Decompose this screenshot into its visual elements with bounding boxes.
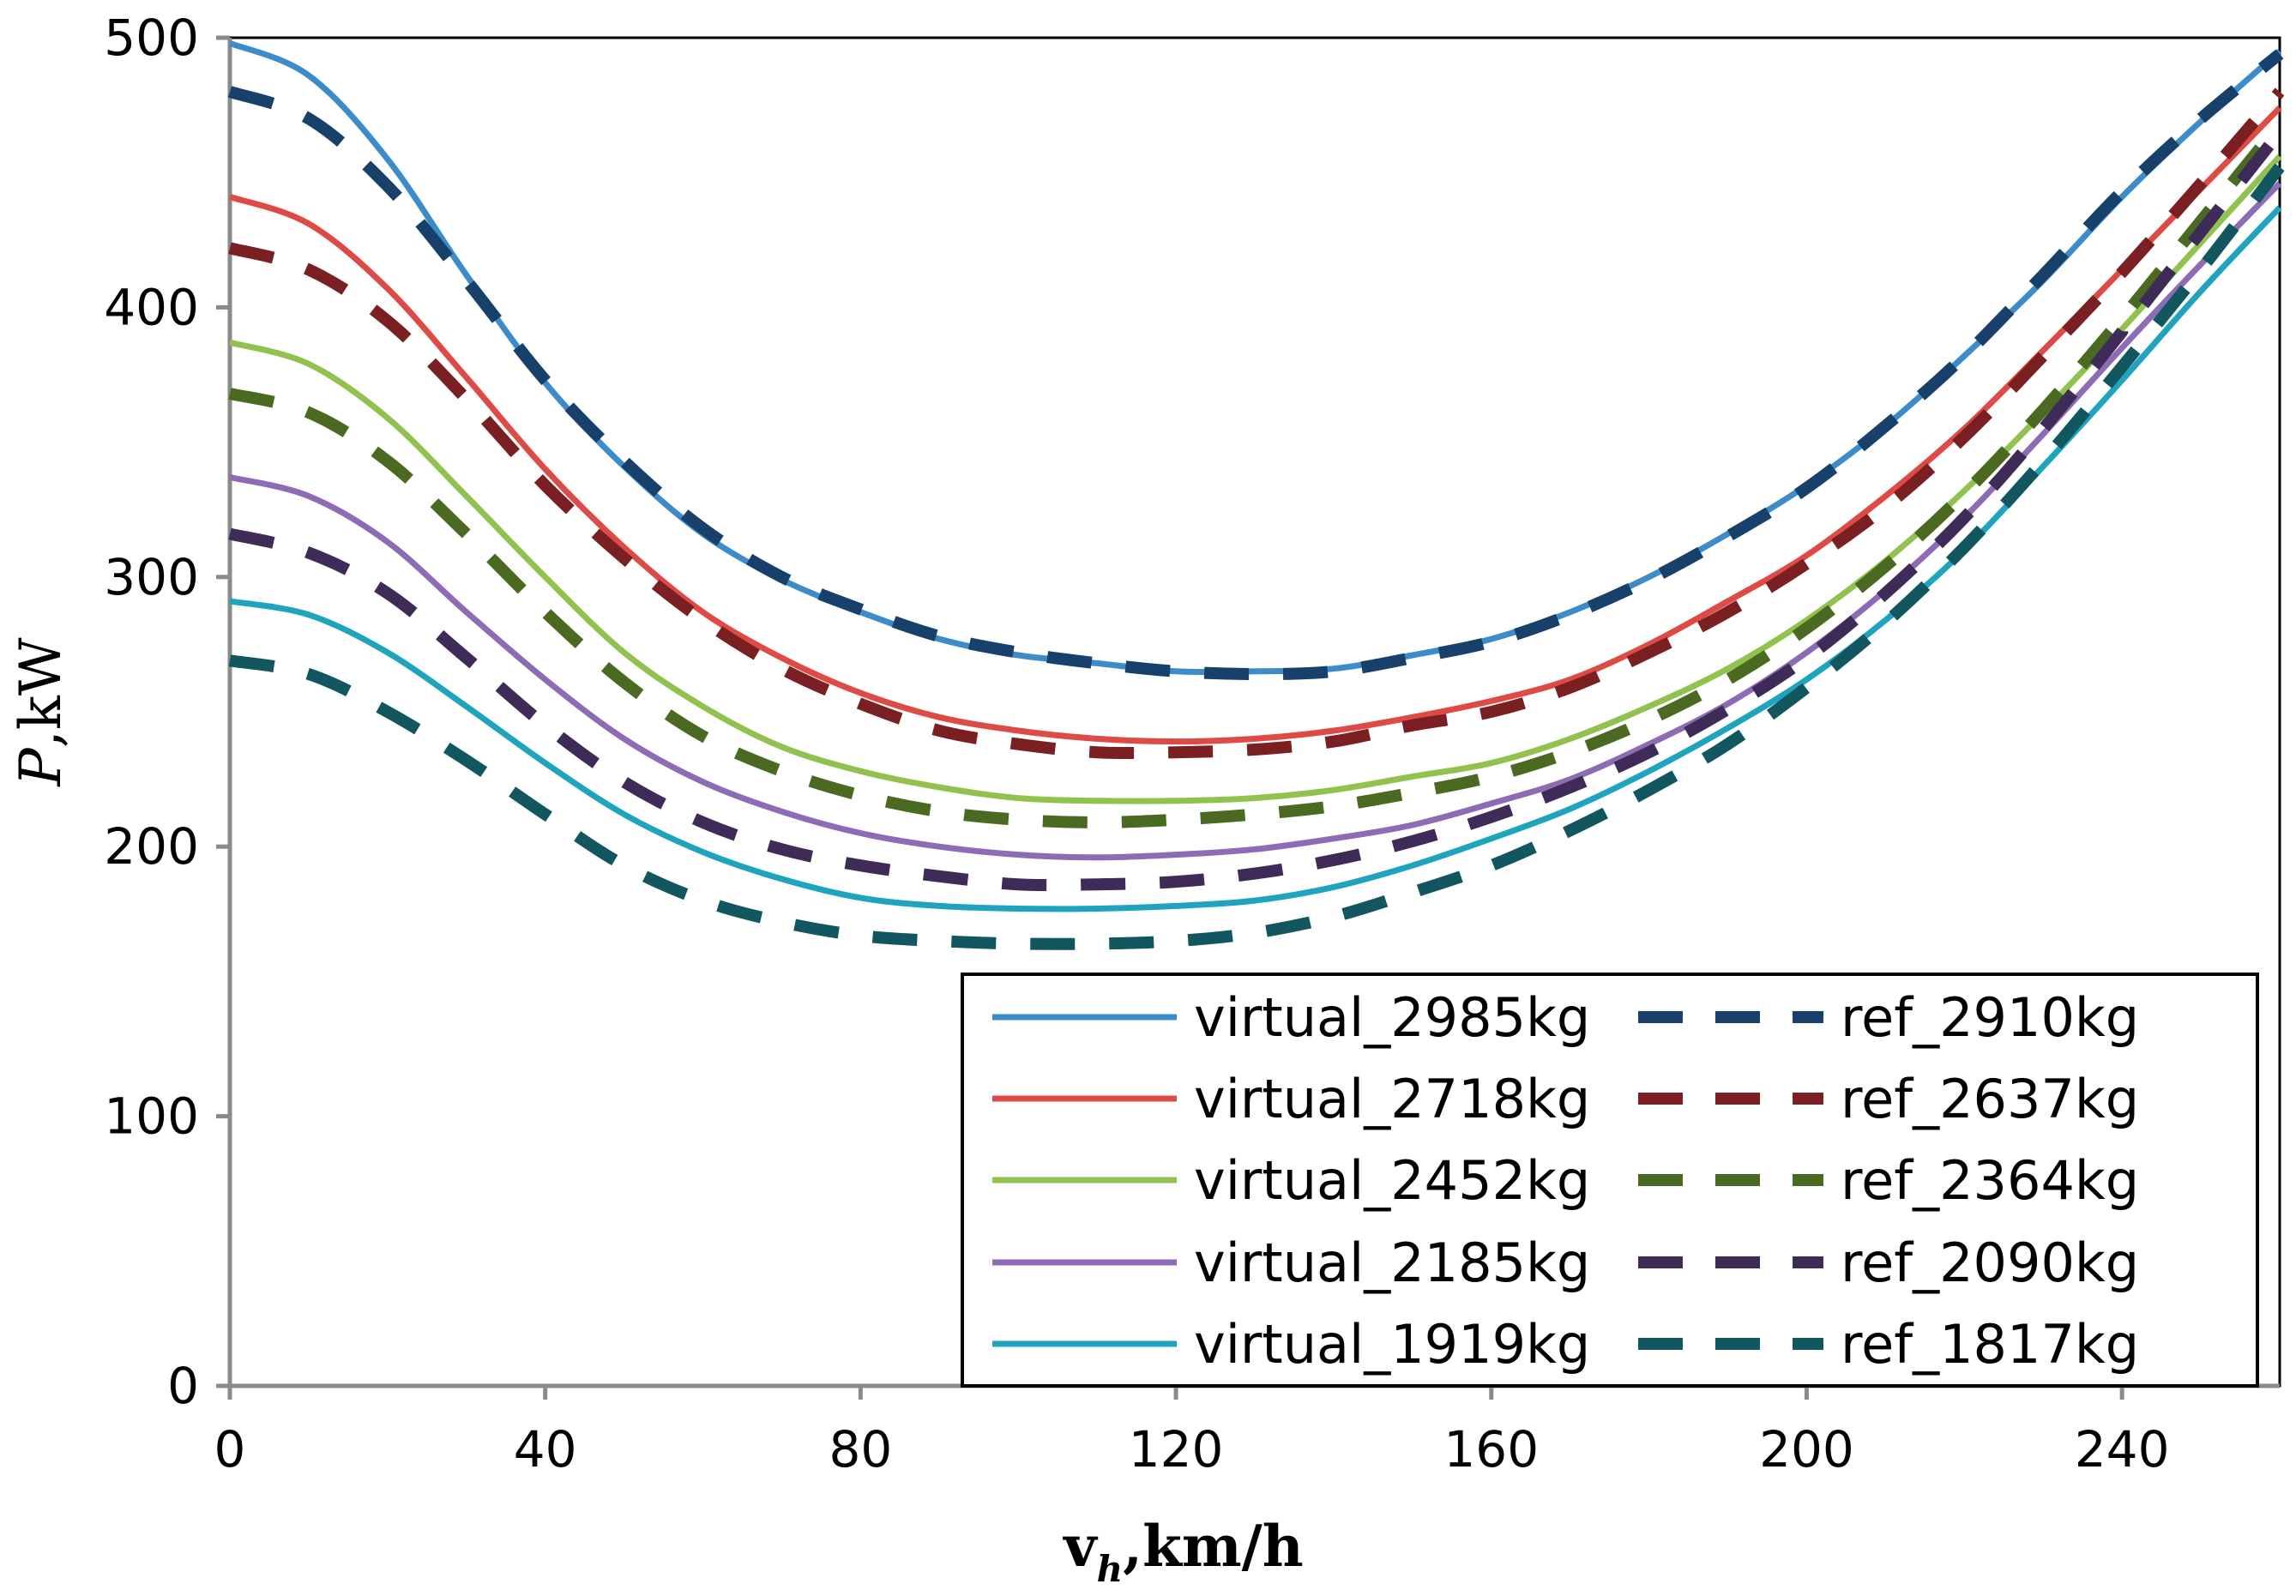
series-line-ref-2637kg [228, 87, 2285, 759]
x-axis-title-unit: ,km/h [1123, 1513, 1304, 1580]
y-tick-label: 400 [104, 278, 199, 336]
y-axis-title-unit: ,kW [8, 637, 74, 748]
legend-box [961, 973, 2259, 1388]
y-tick-label: 100 [104, 1087, 199, 1146]
legend-label-ref-2637kg: ref_2637kg [1841, 1068, 2139, 1130]
legend-label-ref-2910kg: ref_2910kg [1841, 986, 2139, 1049]
x-tick-label: 160 [1443, 1420, 1539, 1479]
x-tick-label: 0 [214, 1420, 246, 1479]
series-line-virtual-2985kg [228, 40, 2282, 676]
series-line-ref-1817kg [228, 163, 2285, 950]
y-tick-label: 500 [104, 9, 199, 67]
x-tick-label: 240 [2075, 1420, 2170, 1479]
legend-label-virtual-2718kg: virtual_2718kg [1194, 1068, 1590, 1130]
legend: virtual_2985kg virtual_2718kg virtual_2452… [961, 973, 2259, 1388]
y-axis-title-main: P [8, 747, 74, 787]
y-tick-label: 0 [167, 1357, 199, 1415]
legend-label-ref-2364kg: ref_2364kg [1841, 1149, 2139, 1212]
x-axis-title: vh,km/h [1062, 1513, 1304, 1590]
legend-label-virtual-1919kg: virtual_1919kg [1194, 1313, 1590, 1376]
x-tick-label: 200 [1759, 1420, 1854, 1479]
series-line-virtual-2452kg [229, 154, 2282, 804]
series-layer [227, 40, 2285, 950]
axis-ticks: 0 100 200 300 400 500 0 40 80 120 160 200 240 [104, 9, 2169, 1479]
x-tick-label: 40 [514, 1420, 577, 1479]
y-tick-label: 200 [104, 817, 199, 876]
legend-label-virtual-2452kg: virtual_2452kg [1194, 1149, 1590, 1212]
series-line-ref-2910kg [227, 49, 2284, 681]
x-tick-label: 80 [829, 1420, 892, 1479]
legend-label-ref-2090kg: ref_2090kg [1841, 1232, 2139, 1294]
legend-label-ref-1817kg: ref_1817kg [1841, 1313, 2139, 1376]
legend-label-virtual-2185kg: virtual_2185kg [1194, 1232, 1590, 1294]
y-axis-title: P,kW [8, 637, 74, 786]
series-line-ref-2090kg [228, 128, 2285, 892]
series-line-ref-2364kg [228, 120, 2285, 828]
x-axis-title-main: v [1062, 1513, 1098, 1580]
x-axis-title-sub: h [1097, 1548, 1124, 1590]
legend-label-virtual-2985kg: virtual_2985kg [1194, 986, 1590, 1049]
x-tick-label: 120 [1129, 1420, 1224, 1479]
y-tick-label: 300 [104, 548, 199, 606]
